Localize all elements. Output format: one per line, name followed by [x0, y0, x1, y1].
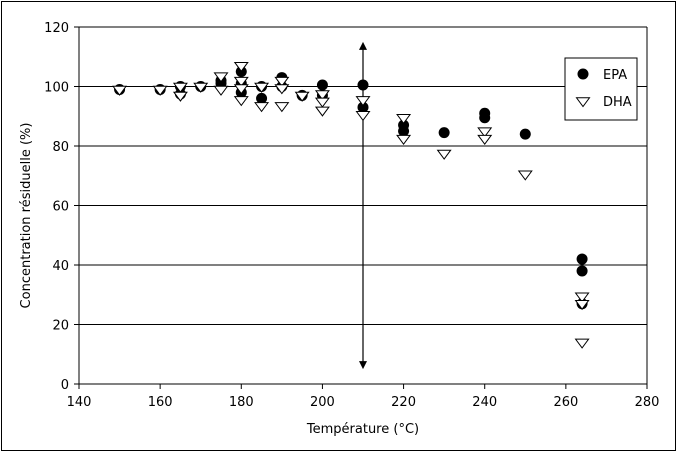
point-dha — [314, 90, 330, 101]
point-dha — [355, 111, 371, 122]
point-dha — [233, 76, 249, 87]
point-dha — [254, 102, 270, 113]
y-axis-label: Concentration résiduelle (%) — [19, 123, 34, 309]
point-dha — [396, 134, 412, 145]
point-dha — [314, 97, 330, 108]
legend-label-dha: DHA — [603, 95, 632, 110]
y-tick-label: 40 — [52, 259, 69, 274]
point-dha — [233, 84, 249, 95]
y-tick-label: 60 — [52, 200, 69, 215]
point-dha — [574, 292, 590, 303]
x-tick-label: 220 — [391, 395, 416, 410]
point-dha — [233, 61, 249, 73]
x-tick-label: 160 — [148, 395, 173, 410]
x-tick-label: 240 — [472, 395, 497, 410]
point-dha — [274, 102, 290, 113]
point-dha — [274, 76, 290, 87]
tick-labels: 0 20 40 60 80 100 120 140 160 180 200 220 240 260 280 — [44, 21, 659, 410]
point-epa — [398, 125, 410, 137]
point-dha — [574, 299, 590, 311]
point-dha — [436, 149, 452, 160]
point-epa — [256, 92, 268, 104]
point-epa — [316, 79, 328, 91]
y-tick-label: 120 — [44, 21, 69, 36]
x-tick-label: 180 — [229, 395, 254, 410]
point-epa — [576, 265, 588, 277]
legend-label-epa: EPA — [603, 68, 627, 83]
x-tick-label: 140 — [67, 395, 92, 410]
arrow-head-down — [359, 361, 367, 370]
point-dha — [172, 91, 188, 102]
series-dha — [112, 61, 590, 349]
point-dha — [274, 84, 290, 95]
y-tick-label: 80 — [52, 140, 69, 155]
legend-marker-epa — [577, 68, 589, 80]
legend-marker-dha — [575, 97, 591, 108]
point-epa — [357, 79, 369, 91]
point-epa — [519, 128, 531, 140]
data-points — [112, 61, 590, 349]
point-dha — [254, 82, 270, 93]
y-tick-label: 0 — [61, 378, 69, 393]
point-dha — [477, 134, 493, 145]
point-epa — [438, 127, 450, 139]
x-axis-label: Température (°C) — [306, 422, 419, 437]
point-dha — [574, 338, 590, 349]
point-dha — [294, 91, 310, 102]
point-dha — [233, 96, 249, 107]
point-dha — [193, 82, 209, 93]
point-epa — [479, 112, 491, 124]
x-tick-label: 200 — [310, 395, 335, 410]
arrow-head-up — [359, 41, 367, 50]
point-dha — [396, 114, 412, 125]
axes — [74, 26, 648, 389]
legend: EPA DHA — [564, 57, 638, 121]
point-dha — [477, 127, 493, 138]
x-tick-label: 260 — [553, 395, 578, 410]
point-dha — [355, 96, 371, 107]
y-tick-label: 20 — [52, 319, 69, 334]
point-dha — [213, 85, 229, 96]
point-epa — [357, 101, 369, 113]
point-dha — [112, 85, 128, 96]
x-tick-label: 280 — [635, 395, 660, 410]
point-dha — [172, 82, 188, 93]
point-dha — [152, 85, 168, 96]
legend-box — [564, 57, 638, 121]
series-epa — [114, 66, 588, 310]
point-dha — [213, 72, 229, 83]
point-dha — [314, 106, 330, 117]
point-epa — [576, 253, 588, 265]
y-tick-label: 100 — [44, 81, 69, 96]
point-dha — [517, 170, 533, 181]
